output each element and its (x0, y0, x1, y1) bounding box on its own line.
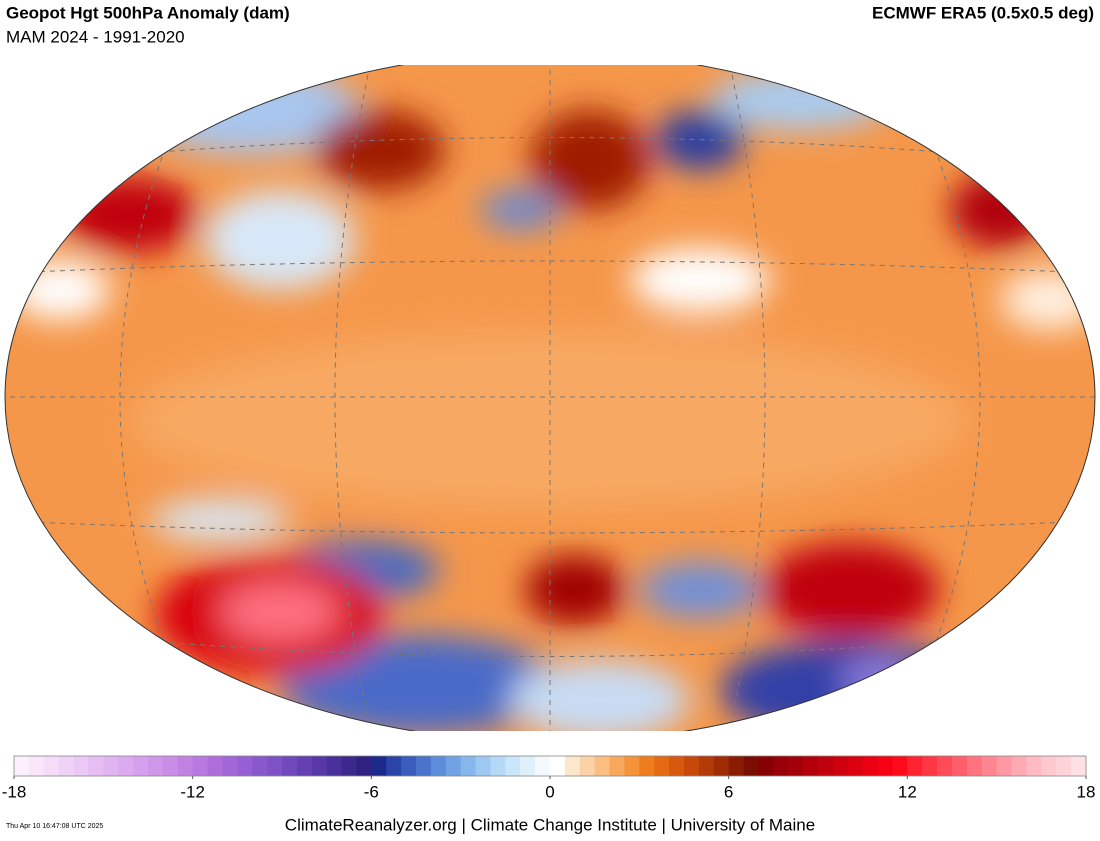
colorbar-segment (311, 756, 328, 776)
colorbar-tick-label: 6 (724, 782, 733, 801)
colorbar-segment (401, 756, 417, 776)
colorbar-segment (966, 756, 983, 776)
colorbar-segment (773, 756, 789, 776)
colorbar-segment (639, 756, 655, 776)
colorbar-segment (862, 756, 879, 776)
colorbar-segment (460, 756, 477, 776)
colorbar-tick-label: 12 (898, 782, 917, 801)
colorbar-segment (877, 756, 893, 776)
colorbar-segment (207, 756, 223, 776)
colorbar-segment (1041, 756, 1057, 776)
colorbar-segment (445, 756, 462, 776)
subtitle: MAM 2024 - 1991-2020 (6, 27, 185, 46)
colorbar-segment (326, 756, 343, 776)
colorbar-segment (654, 756, 670, 776)
colorbar-tick-label: -18 (2, 782, 27, 801)
colorbar-segment (371, 756, 387, 776)
colorbar-segment (669, 756, 685, 776)
colorbar-segment (847, 756, 864, 776)
colorbar-segment (490, 756, 506, 776)
colorbar-segment (222, 756, 238, 776)
colorbar-segment (14, 756, 30, 776)
colorbar-segment (73, 756, 89, 776)
colorbar-segment (550, 756, 566, 776)
colorbar-segment (624, 756, 640, 776)
colorbar-segment (386, 756, 402, 776)
colorbar-segment (535, 756, 551, 776)
colorbar-segment (609, 756, 625, 776)
colorbar-tick-label: -6 (364, 782, 379, 801)
colorbar-segment (832, 756, 849, 776)
colorbar-segment (28, 756, 45, 776)
colorbar-segment (237, 756, 253, 776)
colorbar-segment (475, 756, 491, 776)
colorbar-segment (579, 756, 596, 776)
colorbar-segment (907, 756, 923, 776)
colorbar-segment (58, 756, 75, 776)
colorbar-segment (952, 756, 968, 776)
colorbar-segment (88, 756, 104, 776)
colorbar-segment (177, 756, 194, 776)
colorbar-segment (118, 756, 134, 776)
colorbar-tick-label: 0 (545, 782, 554, 801)
colorbar-segment (341, 756, 357, 776)
colorbar-segment (728, 756, 745, 776)
colorbar-segment (684, 756, 700, 776)
colorbar-segment (564, 756, 581, 776)
colorbar-segment (296, 756, 313, 776)
colorbar-segment (520, 756, 536, 776)
colorbar: -18 -12 -6 0 6 12 18 (2, 755, 1096, 801)
colorbar-segment (996, 756, 1013, 776)
source: ECMWF ERA5 (0.5x0.5 deg) (872, 3, 1094, 22)
credits: ClimateReanalyzer.org | Climate Change I… (285, 815, 815, 834)
colorbar-segment (594, 756, 611, 776)
colorbar-segment (356, 756, 372, 776)
colorbar-segment (788, 756, 804, 776)
colorbar-segment (892, 756, 908, 776)
colorbar-segment (818, 756, 834, 776)
colorbar-segment (743, 756, 759, 776)
colorbar-segment (981, 756, 998, 776)
colorbar-segment (416, 756, 432, 776)
colorbar-segment (192, 756, 209, 776)
colorbar-segment (1026, 756, 1042, 776)
colorbar-segment (803, 756, 819, 776)
timestamp: Thu Apr 10 16:47:08 UTC 2025 (6, 823, 103, 830)
colorbar-segment (922, 756, 938, 776)
title: Geopot Hgt 500hPa Anomaly (dam) (6, 3, 290, 22)
colorbar-segment (282, 756, 298, 776)
colorbar-tick-label: 18 (1077, 782, 1096, 801)
colorbar-segment (43, 756, 60, 776)
colorbar-segment (267, 756, 283, 776)
colorbar-segment (252, 756, 268, 776)
colorbar-segment (162, 756, 179, 776)
colorbar-segment (133, 756, 149, 776)
colorbar-segment (430, 756, 447, 776)
colorbar-segment (713, 756, 730, 776)
colorbar-segment (758, 756, 774, 776)
colorbar-segment (103, 756, 119, 776)
colorbar-segment (1056, 756, 1072, 776)
colorbar-tick-label: -12 (180, 782, 205, 801)
colorbar-segment (1071, 756, 1087, 776)
colorbar-segment (505, 756, 521, 776)
colorbar-segment (698, 756, 715, 776)
colorbar-segment (148, 756, 164, 776)
colorbar-segment (937, 756, 953, 776)
colorbar-segment (1011, 756, 1027, 776)
